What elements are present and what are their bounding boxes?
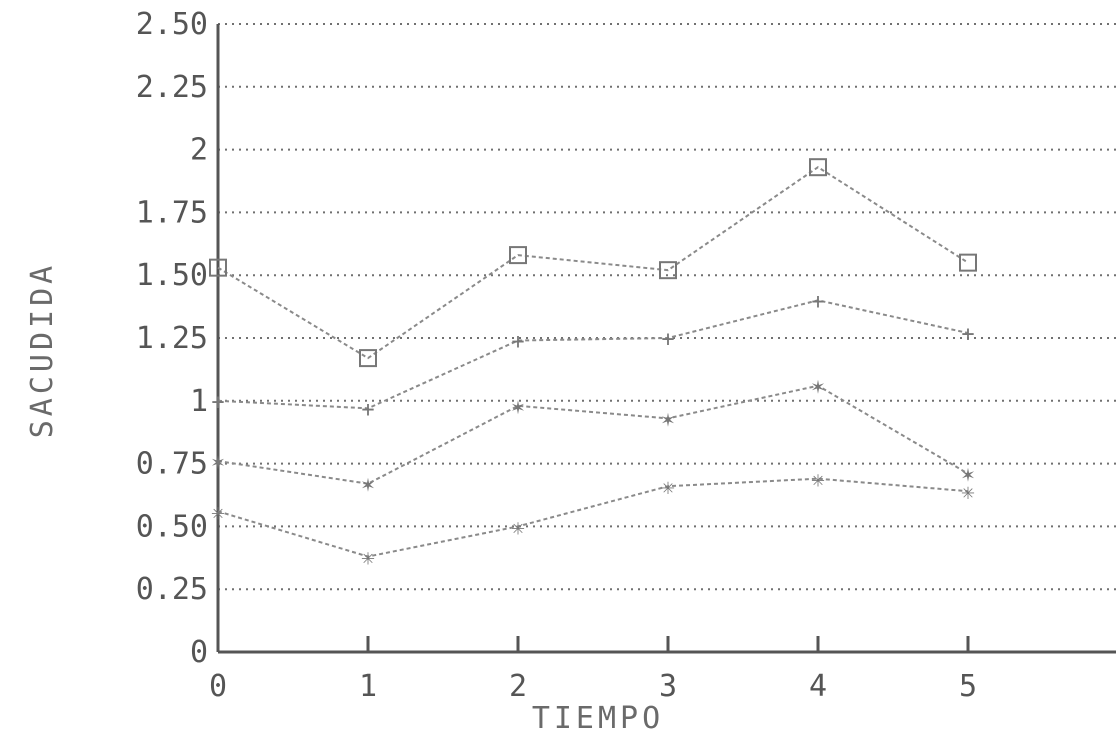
data-point-star: ✶	[661, 407, 674, 432]
y-tick-label: 0	[190, 635, 208, 670]
data-point-asterisk: ✳	[811, 468, 824, 493]
series-line	[217, 477, 969, 558]
data-point-asterisk: ✳	[661, 475, 674, 500]
series-3: ✶ ✶ ✶ ✶ ✶ ✶	[211, 375, 974, 498]
series-1	[209, 158, 977, 368]
data-point-plus: +	[661, 327, 674, 352]
data-point-plus: +	[211, 390, 224, 415]
series-4: ✳ ✳ ✳ ✳ ✳ ✳	[211, 468, 974, 571]
data-point-asterisk: ✳	[361, 546, 374, 571]
grid-layer	[218, 23, 1116, 591]
y-tick-labels: 0 0.25 0.50 0.75 1 1.25 1.50 1.75 2 2.25 2.50	[136, 7, 208, 670]
x-tick-labels: 0 1 2 3 4 5	[209, 636, 977, 704]
y-tick-label: 1.75	[136, 195, 208, 230]
y-tick-label: 1	[190, 384, 208, 419]
data-point-plus: +	[961, 322, 974, 347]
x-tick-label: 2	[509, 669, 527, 704]
data-point-asterisk: ✳	[961, 480, 974, 505]
series-line	[217, 384, 969, 485]
data-point-square	[209, 258, 227, 277]
y-tick-label: 2	[190, 133, 208, 168]
data-point-square	[659, 261, 677, 280]
x-axis-title: TIEMPO	[532, 701, 664, 736]
y-tick-label: 0.25	[136, 572, 208, 607]
x-tick-label: 5	[959, 669, 977, 704]
x-tick-label: 3	[659, 669, 677, 704]
data-point-star: ✶	[961, 463, 974, 488]
y-tick-label: 2.50	[136, 7, 208, 42]
series-layer: + ++ +++✶✶✶✶✶✶✳✳✳✳ ✳✳	[209, 158, 977, 571]
data-point-asterisk: ✳	[511, 515, 524, 540]
series-2: + + + + + +	[211, 289, 974, 422]
y-tick-label: 1.25	[136, 321, 208, 356]
y-tick-label: 0.50	[136, 509, 208, 544]
y-axis-title: SACUDIDA	[25, 262, 60, 439]
y-tick-label: 2.25	[136, 70, 208, 105]
series-line	[217, 165, 969, 360]
x-tick-label: 4	[809, 669, 827, 704]
data-point-square	[359, 349, 377, 368]
x-tick-label: 0	[209, 669, 227, 704]
y-tick-label: 1.50	[136, 258, 208, 293]
data-point-square	[509, 246, 527, 265]
data-point-star: ✶	[211, 450, 224, 475]
data-point-plus: +	[511, 330, 524, 355]
y-tick-label: 0.75	[136, 447, 208, 482]
data-point-square	[959, 253, 977, 272]
data-point-star: ✶	[811, 375, 824, 400]
data-point-square	[809, 158, 827, 177]
data-point-asterisk: ✳	[211, 500, 224, 525]
data-point-plus: +	[361, 397, 374, 422]
data-point-star: ✶	[511, 395, 524, 420]
data-point-star: ✶	[361, 473, 374, 498]
data-point-plus: +	[811, 289, 824, 314]
x-tick-label: 1	[359, 669, 377, 704]
series-line	[217, 299, 969, 410]
